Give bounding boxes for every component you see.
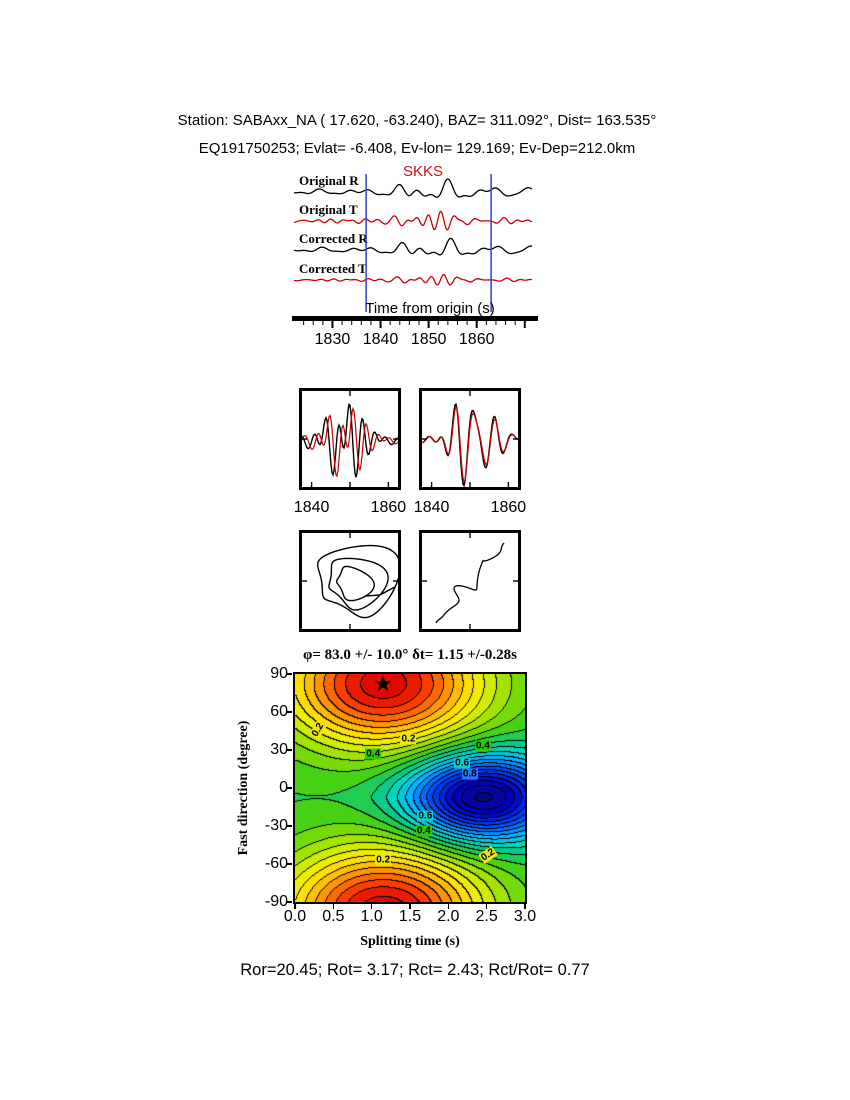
event-header: EQ191750253; Evlat= -6.408, Ev-lon= 129.…: [198, 140, 636, 157]
contour-y-tick-mark: [287, 749, 292, 751]
contour-y-tick-label: 60: [270, 703, 288, 720]
compare-tick-label: 1840: [413, 499, 450, 516]
contour-y-tick-mark: [287, 863, 292, 865]
time-tick-label: 1850: [410, 331, 447, 348]
particle-motion-box-left: [299, 530, 401, 632]
contour-level-label: 0.4: [415, 825, 432, 837]
contour-y-tick-label: -60: [264, 855, 288, 872]
contour-x-tick-label: 1.0: [360, 908, 383, 925]
compare-tick-label: 1860: [370, 499, 407, 516]
contour-y-tick-label: -30: [264, 817, 288, 834]
contour-x-tick-label: 0.0: [283, 908, 307, 925]
contour-x-axis-label: Splitting time (s): [360, 934, 460, 949]
compare-tick-label: 1860: [490, 499, 527, 516]
station-header: Station: SABAxx_NA ( 17.620, -63.240), B…: [177, 112, 657, 129]
contour-x-tick-label: 2.5: [475, 908, 498, 925]
trace-label: Original R: [299, 173, 359, 188]
particle-motion-corrected-plot: [422, 533, 518, 629]
contour-x-tick-label: 2.0: [437, 908, 460, 925]
contour-level-label: 0.2: [375, 854, 392, 866]
waveform-trace-3: [293, 273, 533, 286]
compare-trace-red: [422, 405, 518, 483]
contour-y-tick-mark: [287, 673, 292, 675]
contour-y-tick-label: 0: [279, 779, 288, 796]
misfit-contour-map: [293, 672, 527, 904]
particle-motion-box-right: [419, 530, 521, 632]
contour-x-tick-mark: [447, 904, 450, 909]
contour-y-tick-mark: [287, 787, 292, 789]
contour-level-label: 0.4: [365, 748, 382, 760]
contour-y-tick-label: 90: [270, 665, 288, 682]
best-fit-star-icon: ★: [373, 670, 394, 696]
contour-x-tick-mark: [332, 904, 335, 909]
waveform-trace-1: [293, 210, 533, 231]
contour-x-tick-mark: [485, 904, 488, 909]
waveform-compare-box-right: [419, 388, 521, 490]
contour-y-tick-mark: [287, 825, 292, 827]
contour-x-tick-mark: [409, 904, 411, 909]
compare-trace-black: [422, 402, 518, 487]
particle-motion-original-plot: [302, 533, 398, 629]
contour-level-label: 0.4: [474, 740, 491, 752]
waveform-trace-2: [293, 237, 533, 256]
time-axis-label: Time from origin (s): [365, 300, 495, 317]
particle-motion-loops: [317, 544, 398, 619]
contour-level-label: 0.6: [454, 757, 471, 769]
contour-y-tick-mark: [287, 711, 292, 713]
compare-tick-label: 1840: [293, 499, 330, 516]
time-axis-bar: [292, 316, 538, 321]
time-tick-label: 1840: [362, 331, 399, 348]
quality-stats-line: Ror=20.45; Rot= 3.17; Rct= 2.43; Rct/Rot…: [240, 961, 590, 979]
time-axis: [292, 316, 538, 328]
particle-motion-linearized: [435, 542, 505, 624]
contour-x-tick-mark: [370, 904, 373, 909]
trace-label: Corrected T: [299, 261, 367, 276]
time-tick-label: 1830: [314, 331, 351, 348]
phase-label: SKKS: [403, 163, 444, 180]
splitting-result-title: φ= 83.0 +/- 10.0° δt= 1.15 +/-0.28s: [303, 647, 517, 663]
waveform-compare-box-left: [299, 388, 401, 490]
contour-level-label: 0.2: [400, 733, 417, 745]
trace-label: Original T: [299, 202, 358, 217]
contour-x-tick-label: 0.5: [322, 908, 345, 925]
contour-level-label: 0.6: [417, 810, 434, 822]
waveform-compare-right-plot: [422, 391, 518, 487]
contour-x-tick-label: 3.0: [513, 908, 537, 925]
contour-level-label: 0.8: [461, 768, 478, 780]
contour-x-tick-label: 1.5: [398, 908, 422, 925]
time-tick-label: 1860: [458, 331, 495, 348]
compare-trace-red: [302, 406, 398, 478]
contour-y-tick-mark: [287, 901, 292, 903]
contour-y-tick-label: 30: [270, 741, 288, 758]
contour-y-tick-label: -90: [264, 893, 288, 910]
contour-x-tick-mark: [294, 904, 296, 909]
seismogram-plot: [293, 174, 533, 312]
waveform-trace-0: [293, 178, 533, 198]
waveform-compare-left-plot: [302, 391, 398, 487]
trace-label: Corrected R: [299, 231, 368, 246]
contour-x-tick-mark: [524, 904, 526, 909]
